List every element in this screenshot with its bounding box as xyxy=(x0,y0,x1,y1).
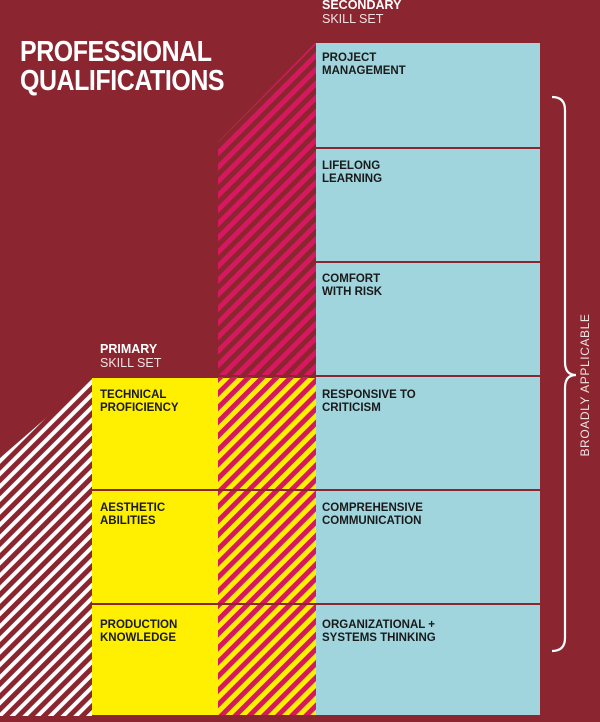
skill-line: CRITICISM xyxy=(322,402,381,414)
skill-line: COMFORT xyxy=(322,273,381,285)
secondary-heading: SECONDARY SKILL SET xyxy=(322,0,401,26)
skill-line: COMMUNICATION xyxy=(322,515,422,527)
skill-line: ORGANIZATIONAL + xyxy=(322,619,435,631)
skill-line: PRODUCTION xyxy=(100,619,178,631)
secondary-skill-comfort-with-risk: COMFORT WITH RISK xyxy=(322,273,382,299)
curly-brace xyxy=(551,95,577,653)
skill-line: LEARNING xyxy=(322,173,383,185)
title-line-1: PROFESSIONAL xyxy=(20,36,212,68)
title-line-2: QUALIFICATIONS xyxy=(20,65,225,97)
primary-skill-aesthetic-abilities: AESTHETIC ABILITIES xyxy=(100,502,165,528)
secondary-label: SECONDARY xyxy=(322,0,402,12)
secondary-sublabel: SKILL SET xyxy=(322,12,384,26)
skill-line: SYSTEMS THINKING xyxy=(322,632,436,644)
skill-line: MANAGEMENT xyxy=(322,65,406,77)
secondary-skill-lifelong-learning: LIFELONG LEARNING xyxy=(322,160,382,186)
skill-line: ABILITIES xyxy=(100,515,156,527)
secondary-skill-responsive-to-criticism: RESPONSIVE TO CRITICISM xyxy=(322,389,416,415)
page-title: PROFESSIONAL QUALIFICATIONS xyxy=(20,36,225,97)
skill-line: AESTHETIC xyxy=(100,502,166,514)
white-hatch-slope xyxy=(0,378,92,716)
magenta-hatch-slope xyxy=(218,42,316,378)
secondary-skill-comprehensive-communication: COMPREHENSIVE COMMUNICATION xyxy=(322,502,423,528)
brace-label-text: BROADLY APPLICABLE xyxy=(578,313,592,457)
skill-line: PROJECT xyxy=(322,52,377,64)
primary-label: PRIMARY xyxy=(100,342,158,356)
skill-line: RESPONSIVE TO xyxy=(322,389,416,401)
secondary-skill-organizational-systems-thinking: ORGANIZATIONAL + SYSTEMS THINKING xyxy=(322,619,436,645)
primary-skill-technical-proficiency: TECHNICAL PROFICIENCY xyxy=(100,389,179,415)
row-dividers xyxy=(92,41,540,717)
overlap-hatch-band xyxy=(218,378,316,716)
secondary-block xyxy=(316,42,540,716)
skill-line: LIFELONG xyxy=(322,160,381,172)
skill-line: KNOWLEDGE xyxy=(100,632,177,644)
skill-line: TECHNICAL xyxy=(100,389,167,401)
skill-line: PROFICIENCY xyxy=(100,402,179,414)
primary-sublabel: SKILL SET xyxy=(100,356,162,370)
skill-line: COMPREHENSIVE xyxy=(322,502,423,514)
primary-skill-production-knowledge: PRODUCTION KNOWLEDGE xyxy=(100,619,177,645)
primary-block xyxy=(92,378,218,716)
primary-heading: PRIMARY SKILL SET xyxy=(100,342,161,370)
skill-line: WITH RISK xyxy=(322,286,383,298)
secondary-skill-project-management: PROJECT MANAGEMENT xyxy=(322,52,406,78)
